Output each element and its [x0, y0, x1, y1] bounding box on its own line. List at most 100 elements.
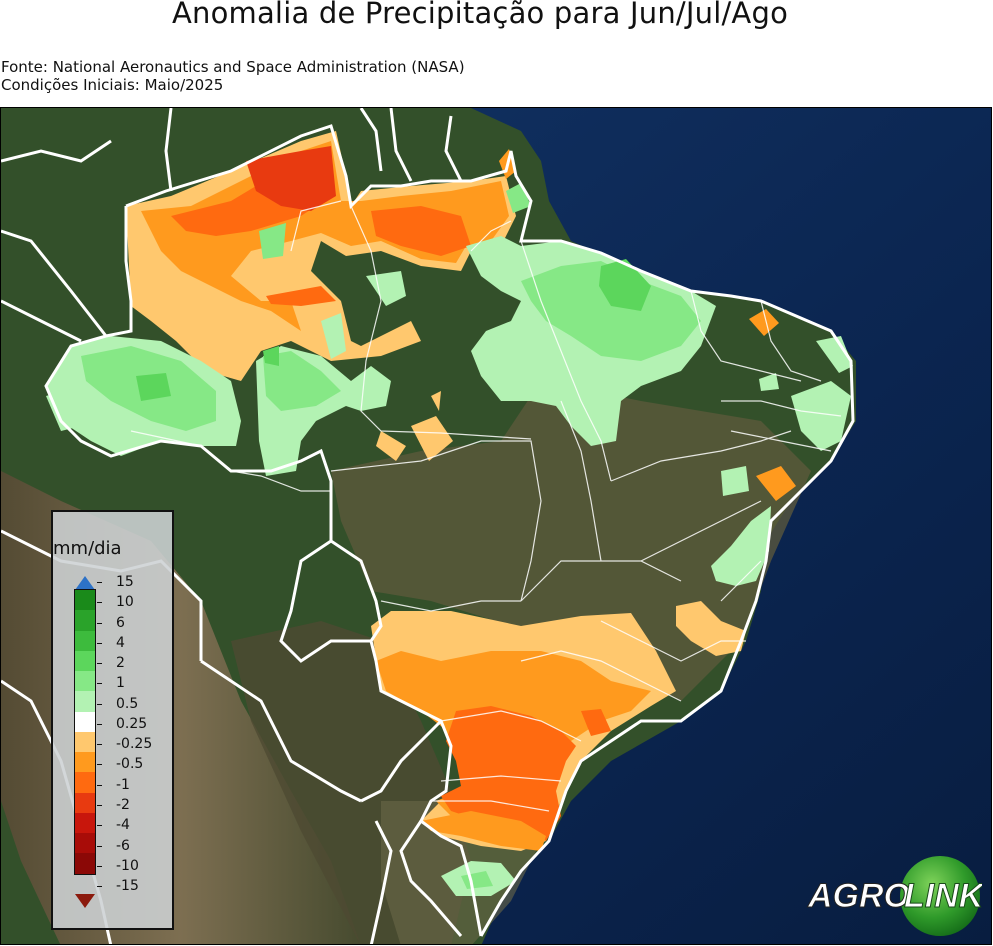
anomaly-pos-west-core	[136, 373, 171, 401]
anomaly-neg-south-strong	[441, 706, 576, 841]
colorbar-segment	[75, 691, 95, 712]
colorbar-tick	[97, 602, 102, 604]
state-border-ba-2	[640, 500, 762, 562]
colorbar-tick-label: -4	[116, 817, 130, 834]
colorbar-tick	[97, 703, 102, 705]
state-border-pr	[440, 710, 582, 742]
colorbar-tick	[97, 582, 102, 583]
state-border-mg	[600, 620, 746, 662]
anomaly-neg-n-core	[371, 206, 471, 256]
colorbar-tick	[97, 723, 102, 725]
colorbar-segment	[75, 630, 95, 651]
colorbar-tick	[97, 784, 102, 786]
colorbar	[74, 589, 96, 875]
header: Anomalia de Precipitação para Jun/Jul/Ag…	[0, 0, 993, 107]
state-border-mt	[330, 440, 542, 602]
colorbar-segment	[75, 792, 95, 813]
colorbar-tick-label: 6	[116, 614, 125, 631]
state-border-ne-1	[690, 290, 802, 382]
colorbar-tick-label: -15	[116, 878, 139, 895]
anomaly-pos-center-core	[263, 346, 279, 366]
initial-conditions-text: Condições Iniciais: Maio/2025	[1, 76, 224, 94]
anomaly-neg-south-strip	[421, 811, 546, 851]
colorbar-segment	[75, 853, 95, 874]
colorbar-tick-label: -10	[116, 857, 139, 874]
colorbar-tick-label: 2	[116, 655, 125, 672]
bolivia-border	[200, 659, 362, 803]
anomaly-pos-center-mid	[263, 351, 341, 411]
colorbar-tick-label: -0.5	[116, 756, 144, 773]
brazil-west-border	[44, 206, 483, 937]
colorbar-tick	[97, 642, 102, 644]
colorbar-segment	[75, 833, 95, 854]
colorbar-legend: mm/dia 15 10 6 4 2 1 0.5 0.25 -0.25 -0.5 -1 -2 -4 -6 -…	[51, 510, 174, 930]
colorbar-tick	[97, 622, 102, 624]
logo-globe	[900, 856, 980, 936]
argentina-border	[369, 820, 393, 944]
state-border-to	[560, 400, 602, 562]
logo-text-left: AGRO	[807, 877, 910, 915]
colorbar-tick-label: 1	[116, 675, 125, 692]
colorbar-tick-label: 4	[116, 634, 125, 651]
guianas-border	[164, 108, 173, 192]
state-border-ne-3	[721, 400, 842, 417]
colorbar-tick-label: -6	[116, 837, 130, 854]
colorbar-segment	[75, 590, 95, 611]
colorbar-segment	[75, 731, 95, 753]
anomaly-pos-north-small	[506, 183, 531, 213]
colorbar-min-arrow	[75, 894, 95, 908]
colombia-north	[1, 139, 112, 163]
anomaly-neg-ne-small	[749, 309, 779, 336]
state-border-sc	[440, 775, 562, 782]
state-border-ba	[610, 430, 792, 482]
bolivia-border-2	[279, 539, 371, 663]
anomaly-neg-nw-core	[246, 146, 336, 211]
state-border-rr	[290, 200, 342, 252]
state-borders	[130, 200, 842, 812]
state-border-pa-ma	[520, 240, 612, 482]
state-border-ne-2	[760, 300, 822, 382]
state-border-sp	[520, 650, 682, 702]
anomaly-neg-se-coast	[676, 601, 746, 656]
colorbar-segment	[75, 812, 95, 834]
colorbar-tick-label: -1	[116, 776, 130, 793]
anomaly-neg-small-2	[411, 416, 453, 461]
colorbar-tick-label: -2	[116, 796, 130, 813]
colorbar-segment	[75, 650, 95, 672]
anomaly-pos-ne-coast	[816, 336, 853, 373]
state-border-ap	[470, 220, 512, 252]
colorbar-max-arrow	[75, 576, 95, 590]
anomaly-neg-east-small	[756, 466, 796, 501]
anomaly-neg-nw-mid	[141, 141, 509, 331]
colorbar-tick	[97, 865, 102, 867]
uruguay-border	[399, 820, 463, 937]
brazil-border	[125, 124, 855, 937]
anomaly-pos-north-core	[599, 259, 651, 311]
colorbar-tick-label: 15	[116, 574, 134, 590]
colorbar-segment	[75, 671, 95, 692]
colorbar-tick	[97, 764, 102, 766]
colorbar-tick-label: -0.25	[116, 736, 153, 753]
colorbar-tick-label: 10	[116, 594, 134, 611]
anomaly-pos-small-1	[321, 313, 346, 359]
colorbar-tick	[97, 825, 102, 827]
colorbar-tick	[97, 845, 102, 847]
colorbar-segment	[75, 772, 95, 793]
anomaly-neg-small-1	[376, 431, 406, 461]
colorbar-tick	[97, 683, 102, 685]
state-border-ac	[130, 430, 202, 447]
anomaly-pos-sw	[46, 389, 81, 431]
colorbar-tick	[97, 804, 102, 806]
anomaly-neg-south-strong-2	[581, 709, 611, 736]
agrolink-logo: AGRO LINK	[807, 856, 982, 936]
state-border-rs	[431, 800, 550, 812]
colorbar-tick	[97, 744, 102, 746]
peru-border	[1, 229, 108, 337]
colorbar-segment	[75, 711, 95, 732]
colorbar-tick	[97, 886, 102, 888]
anomaly-pos-east-small	[721, 466, 749, 496]
anomaly-neg-small-3	[431, 391, 441, 411]
paraguay-border	[360, 719, 443, 803]
guyana-suriname-border	[389, 108, 413, 182]
colorbar-tick-label: 0.5	[116, 695, 139, 712]
